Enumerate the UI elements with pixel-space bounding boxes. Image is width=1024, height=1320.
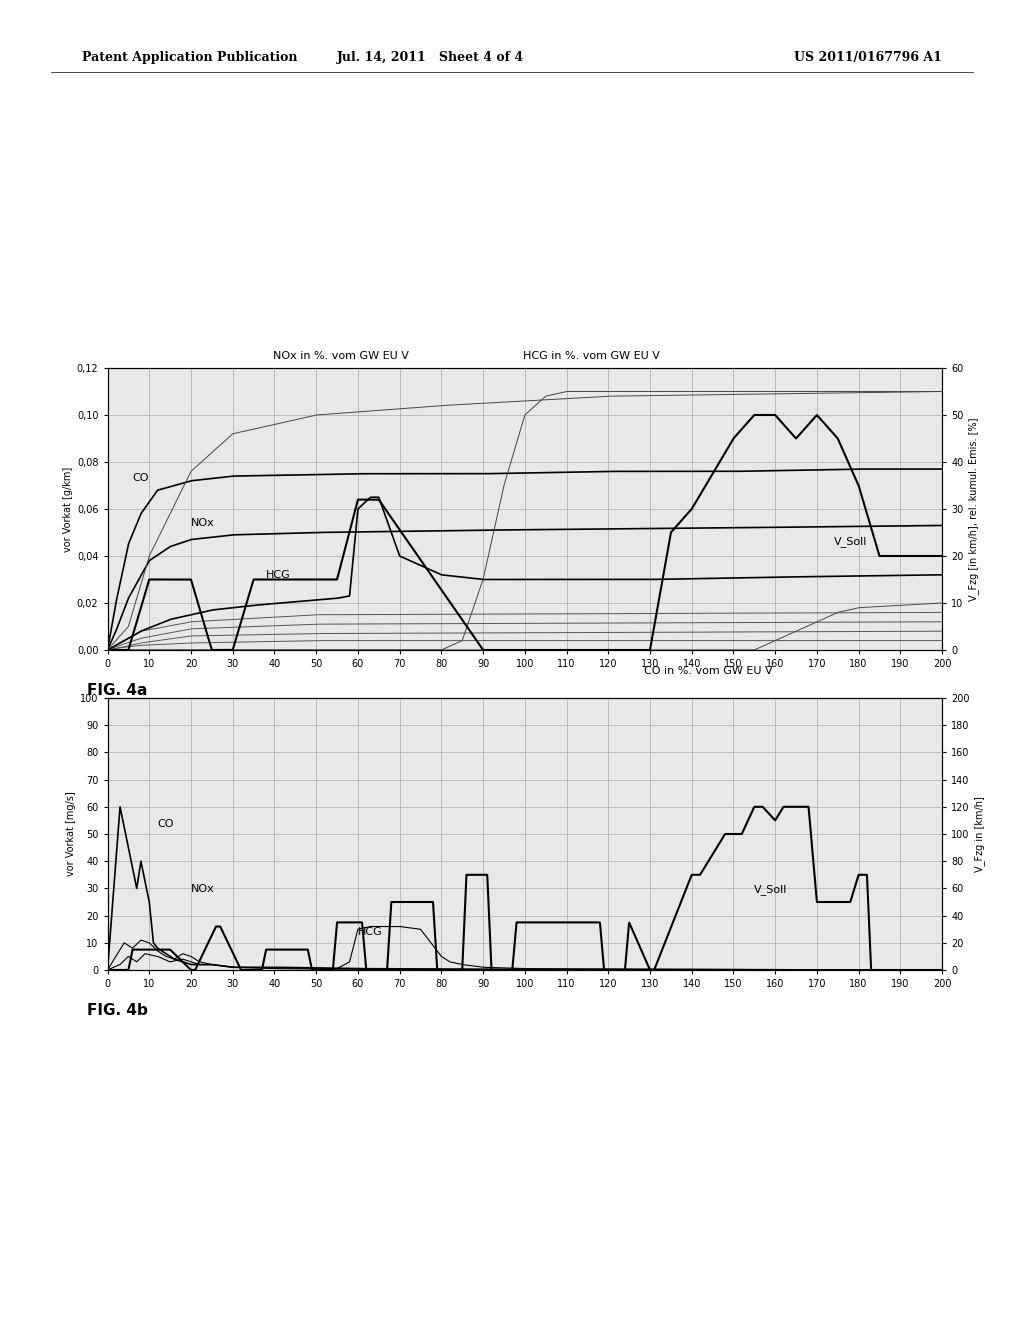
Y-axis label: vor Vorkat [mg/s]: vor Vorkat [mg/s]	[66, 792, 76, 876]
Y-axis label: V_Fzg in [km/h]: V_Fzg in [km/h]	[974, 796, 985, 873]
Text: NOx: NOx	[190, 517, 215, 528]
Text: Patent Application Publication: Patent Application Publication	[82, 50, 297, 63]
Text: Jul. 14, 2011   Sheet 4 of 4: Jul. 14, 2011 Sheet 4 of 4	[337, 50, 523, 63]
Y-axis label: vor Vorkat [g/km]: vor Vorkat [g/km]	[62, 466, 73, 552]
Text: V_Soll: V_Soll	[834, 536, 867, 546]
Text: FIG. 4b: FIG. 4b	[87, 1003, 147, 1018]
Text: HCG: HCG	[358, 928, 383, 937]
Text: FIG. 4a: FIG. 4a	[87, 682, 147, 698]
Text: V_Soll: V_Soll	[755, 884, 787, 895]
Text: CO in %. vom GW EU V: CO in %. vom GW EU V	[644, 665, 773, 676]
Text: US 2011/0167796 A1: US 2011/0167796 A1	[795, 50, 942, 63]
Text: CO: CO	[132, 473, 150, 483]
Text: CO: CO	[158, 818, 174, 829]
Text: NOx in %. vom GW EU V: NOx in %. vom GW EU V	[273, 351, 410, 362]
Text: HCG: HCG	[266, 569, 291, 579]
Text: NOx: NOx	[190, 884, 215, 894]
Text: HCG in %. vom GW EU V: HCG in %. vom GW EU V	[523, 351, 660, 362]
Y-axis label: V_Fzg [in km/h], rel. kumul. Emis. [%]: V_Fzg [in km/h], rel. kumul. Emis. [%]	[968, 417, 979, 601]
